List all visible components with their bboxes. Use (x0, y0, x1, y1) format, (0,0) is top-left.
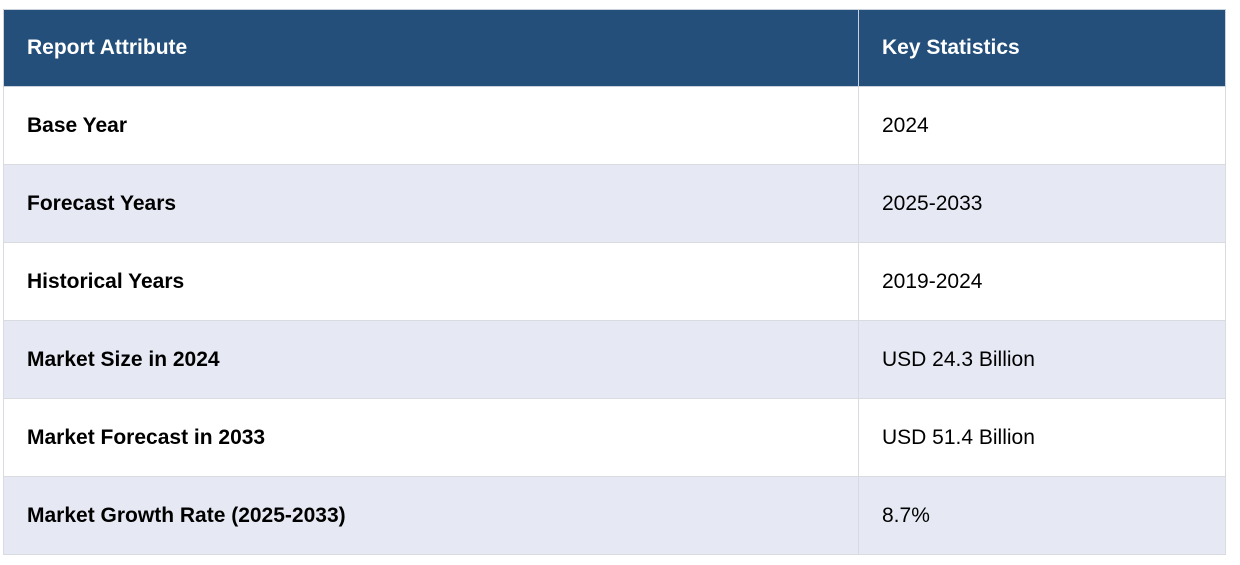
table-row: Market Growth Rate (2025-2033) 8.7% (3, 476, 1226, 555)
row-attribute-growth-rate: Market Growth Rate (2025-2033) (3, 476, 859, 555)
row-attribute-historical-years: Historical Years (3, 242, 859, 321)
header-key-statistics: Key Statistics (858, 9, 1226, 87)
header-report-attribute: Report Attribute (3, 9, 859, 87)
table-row: Forecast Years 2025-2033 (3, 164, 1226, 243)
row-attribute-market-forecast: Market Forecast in 2033 (3, 398, 859, 477)
row-value-growth-rate: 8.7% (858, 476, 1226, 555)
table-header-row: Report Attribute Key Statistics (3, 9, 1226, 87)
table-row: Historical Years 2019-2024 (3, 242, 1226, 321)
row-value-historical-years: 2019-2024 (858, 242, 1226, 321)
row-value-market-forecast: USD 51.4 Billion (858, 398, 1226, 477)
report-statistics-table: Report Attribute Key Statistics Base Yea… (3, 9, 1226, 555)
row-value-forecast-years: 2025-2033 (858, 164, 1226, 243)
row-value-base-year: 2024 (858, 86, 1226, 165)
row-value-market-size: USD 24.3 Billion (858, 320, 1226, 399)
row-attribute-market-size: Market Size in 2024 (3, 320, 859, 399)
row-attribute-forecast-years: Forecast Years (3, 164, 859, 243)
table-row: Base Year 2024 (3, 86, 1226, 165)
table-row: Market Forecast in 2033 USD 51.4 Billion (3, 398, 1226, 477)
row-attribute-base-year: Base Year (3, 86, 859, 165)
table-row: Market Size in 2024 USD 24.3 Billion (3, 320, 1226, 399)
